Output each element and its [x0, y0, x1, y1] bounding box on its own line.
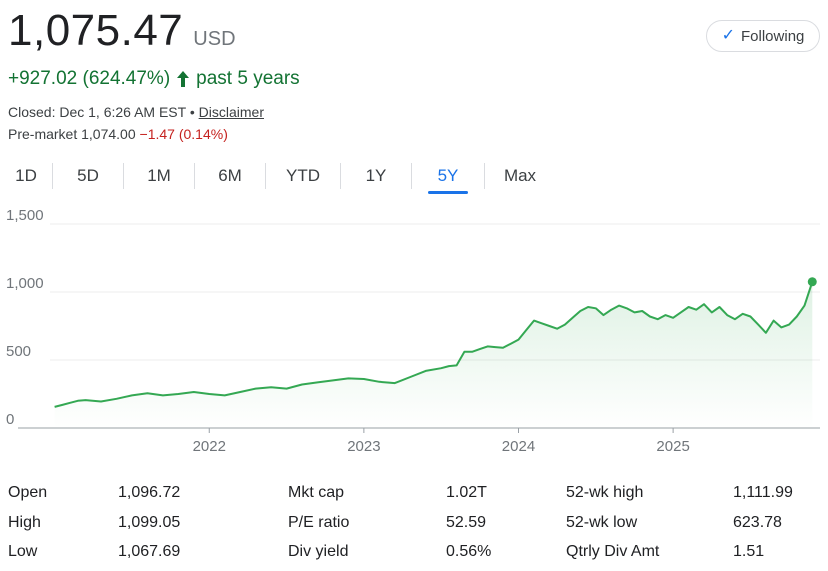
y-tick-label: 500 — [6, 343, 31, 360]
check-icon: ✓ — [721, 27, 736, 44]
stat-value: 1,067.69 — [118, 543, 181, 560]
stat-value: 52.59 — [446, 514, 487, 531]
price-line — [54, 281, 814, 408]
disclaimer-link[interactable]: Disclaimer — [198, 104, 264, 120]
premarket-change: −1.47 (0.14%) — [139, 126, 228, 142]
stat-value: 1.51 — [733, 543, 765, 560]
x-tick-label: 2023 — [347, 438, 380, 455]
arrow-up-icon — [176, 70, 190, 88]
stat-label: 52-wk high — [566, 484, 644, 501]
tab-divider — [484, 163, 485, 189]
tab-divider — [411, 163, 412, 189]
stat-label: Mkt cap — [288, 484, 345, 501]
market-status: Closed: Dec 1, 6:26 AM EST • Disclaimer — [8, 104, 264, 120]
y-tick-label: 1,000 — [6, 275, 44, 292]
tab-max[interactable]: Max — [503, 166, 537, 185]
y-tick-label: 0 — [6, 411, 14, 428]
price-change: +927.02 (624.47%) past 5 years — [8, 68, 300, 90]
x-tick-label: 2022 — [193, 438, 226, 455]
stat-label: 52-wk low — [566, 514, 638, 531]
tab-1d[interactable]: 1D — [15, 166, 37, 185]
currency-label: USD — [193, 28, 236, 50]
x-tick-label: 2025 — [656, 438, 689, 455]
quote-header: 1,075.47 USD — [8, 6, 236, 56]
tab-5y[interactable]: 5Y — [428, 160, 468, 194]
key-stats: Open 1,096.72 High 1,099.05 Low 1,067.69 Mkt c… — [0, 478, 828, 568]
tab-5d[interactable]: 5D — [77, 166, 99, 185]
current-price: 1,075.47 — [8, 6, 184, 55]
stat-label: Qtrly Div Amt — [566, 543, 660, 560]
stat-label: Open — [8, 484, 48, 501]
tab-divider — [194, 163, 195, 189]
closed-text: Closed: Dec 1, 6:26 AM EST — [8, 104, 186, 120]
stat-value: 0.56% — [446, 543, 492, 560]
stat-value: 1,099.05 — [118, 514, 181, 531]
current-price-point — [807, 277, 817, 287]
change-value: +927.02 (624.47%) — [8, 68, 171, 89]
range-tabs: 1D 5D 1M 6M YTD 1Y 5Y Max — [0, 160, 555, 194]
change-period: past 5 years — [196, 68, 300, 89]
tab-1m[interactable]: 1M — [147, 166, 171, 185]
premarket-label: Pre-market 1,074.00 — [8, 126, 136, 142]
stat-value: 623.78 — [733, 514, 782, 531]
y-tick-label: 1,500 — [6, 207, 44, 224]
stat-value: 1,096.72 — [118, 484, 181, 501]
separator-dot: • — [189, 104, 195, 120]
tab-divider — [52, 163, 53, 189]
stat-label: Div yield — [288, 543, 349, 560]
price-area-fill — [54, 281, 813, 428]
price-chart[interactable]: 0 500 1,000 1,500 2022 2023 2024 2025 — [0, 200, 828, 470]
tab-divider — [123, 163, 124, 189]
following-label: Following — [741, 27, 805, 45]
stat-label: P/E ratio — [288, 514, 350, 531]
tab-1y[interactable]: 1Y — [365, 166, 387, 185]
premarket-info: Pre-market 1,074.00 −1.47 (0.14%) — [8, 126, 228, 142]
tab-ytd[interactable]: YTD — [286, 166, 320, 185]
tab-divider — [265, 163, 266, 189]
stat-value: 1,111.99 — [733, 484, 793, 501]
stat-value: 1.02T — [446, 484, 487, 501]
tab-divider — [340, 163, 341, 189]
following-button[interactable]: ✓ Following — [706, 20, 820, 52]
stat-label: Low — [8, 543, 38, 560]
tab-6m[interactable]: 6M — [218, 166, 242, 185]
stat-label: High — [8, 514, 41, 531]
x-tick-label: 2024 — [502, 438, 535, 455]
